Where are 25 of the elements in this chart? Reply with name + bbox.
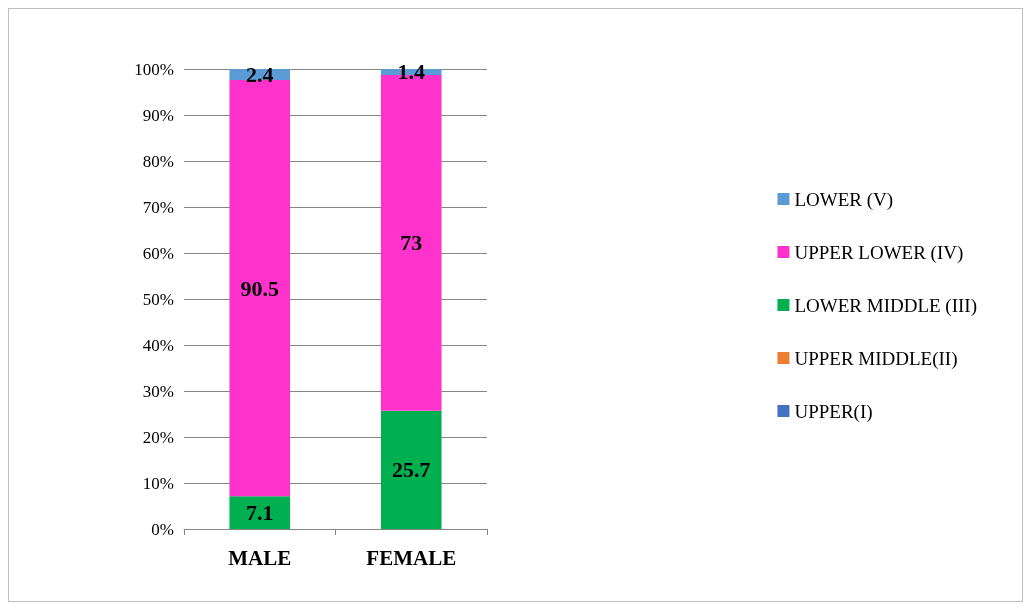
y-tick-label: 10% [142,473,174,493]
x-tick-label: FEMALE [366,545,457,570]
legend-label: LOWER MIDDLE (III) [794,294,978,317]
bar [380,410,442,529]
y-tick-label: 50% [142,289,174,309]
y-tick-label: 60% [142,243,174,263]
y-tick-label: 0% [151,519,174,539]
data-label: 7.1 [246,500,274,526]
bar [229,496,291,529]
bar [229,80,291,497]
y-tick-label: 30% [142,381,174,401]
y-tick-label: 90% [142,105,174,125]
legend-label: UPPER MIDDLE(II) [794,347,958,370]
legend-label: UPPER(I) [794,400,873,423]
y-tick-label: 20% [142,427,174,447]
y-tick-label: 40% [142,335,174,355]
data-label: 90.5 [240,275,279,301]
data-label: 25.7 [392,457,431,483]
legend-label: LOWER (V) [794,188,894,211]
legend-label: UPPER LOWER (IV) [794,241,964,264]
y-tick-label: 100% [134,59,174,79]
x-tick-label: MALE [228,545,292,570]
y-tick-label: 70% [142,197,174,217]
y-tick-label: 80% [142,151,174,171]
data-label: 73 [400,230,423,256]
